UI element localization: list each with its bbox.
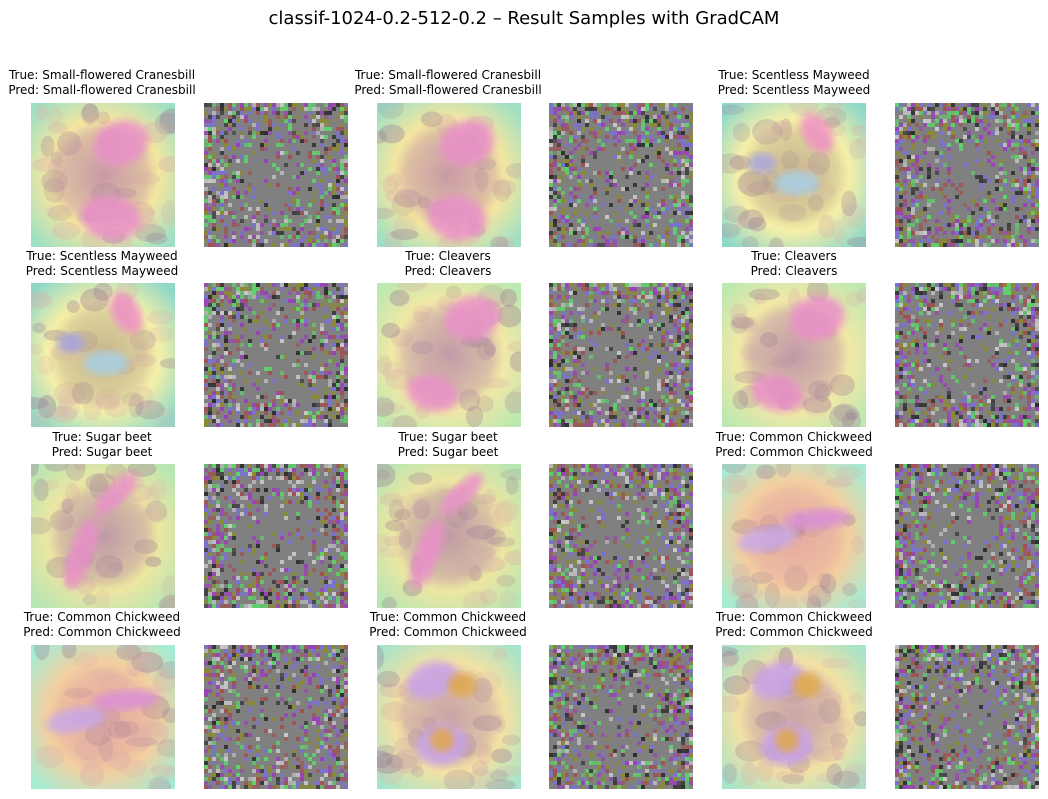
sample-caption: True: Common Chickweed Pred: Common Chick…: [715, 430, 873, 459]
gradcam-overlay-image: [31, 103, 175, 247]
sample-caption: True: Common Chickweed Pred: Common Chick…: [369, 610, 527, 639]
sample-caption: True: Small-flowered Cranesbill Pred: Sma…: [354, 68, 542, 97]
guided-backprop-image: [204, 283, 348, 427]
figure-title: classif-1024-0.2-512-0.2 – Result Sample…: [268, 8, 780, 29]
sample-caption: True: Cleavers Pred: Cleavers: [404, 249, 492, 278]
gradcam-overlay-image: [377, 464, 521, 608]
gradcam-overlay-image: [31, 464, 175, 608]
guided-backprop-image: [549, 645, 693, 789]
sample-caption: True: Sugar beet Pred: Sugar beet: [51, 430, 153, 459]
guided-backprop-image: [549, 283, 693, 427]
gradcam-overlay-image: [722, 645, 866, 789]
guided-backprop-image: [204, 103, 348, 247]
gradcam-overlay-image: [31, 645, 175, 789]
gradcam-overlay-image: [377, 283, 521, 427]
guided-backprop-image: [204, 645, 348, 789]
guided-backprop-image: [549, 103, 693, 247]
gradcam-overlay-image: [377, 103, 521, 247]
sample-caption: True: Scentless Mayweed Pred: Scentless M…: [25, 249, 179, 278]
sample-caption: True: Common Chickweed Pred: Common Chick…: [23, 610, 181, 639]
guided-backprop-image: [895, 645, 1039, 789]
sample-caption: True: Small-flowered Cranesbill Pred: Sma…: [8, 68, 196, 97]
guided-backprop-image: [895, 103, 1039, 247]
gradcam-overlay-image: [377, 645, 521, 789]
gradcam-overlay-image: [722, 103, 866, 247]
sample-caption: True: Cleavers Pred: Cleavers: [750, 249, 838, 278]
guided-backprop-image: [204, 464, 348, 608]
sample-caption: True: Common Chickweed Pred: Common Chick…: [715, 610, 873, 639]
gradcam-overlay-image: [31, 283, 175, 427]
sample-caption: True: Sugar beet Pred: Sugar beet: [397, 430, 499, 459]
sample-caption: True: Scentless Mayweed Pred: Scentless M…: [717, 68, 871, 97]
guided-backprop-image: [895, 464, 1039, 608]
gradcam-overlay-image: [722, 464, 866, 608]
guided-backprop-image: [895, 283, 1039, 427]
gradcam-overlay-image: [722, 283, 866, 427]
guided-backprop-image: [549, 464, 693, 608]
